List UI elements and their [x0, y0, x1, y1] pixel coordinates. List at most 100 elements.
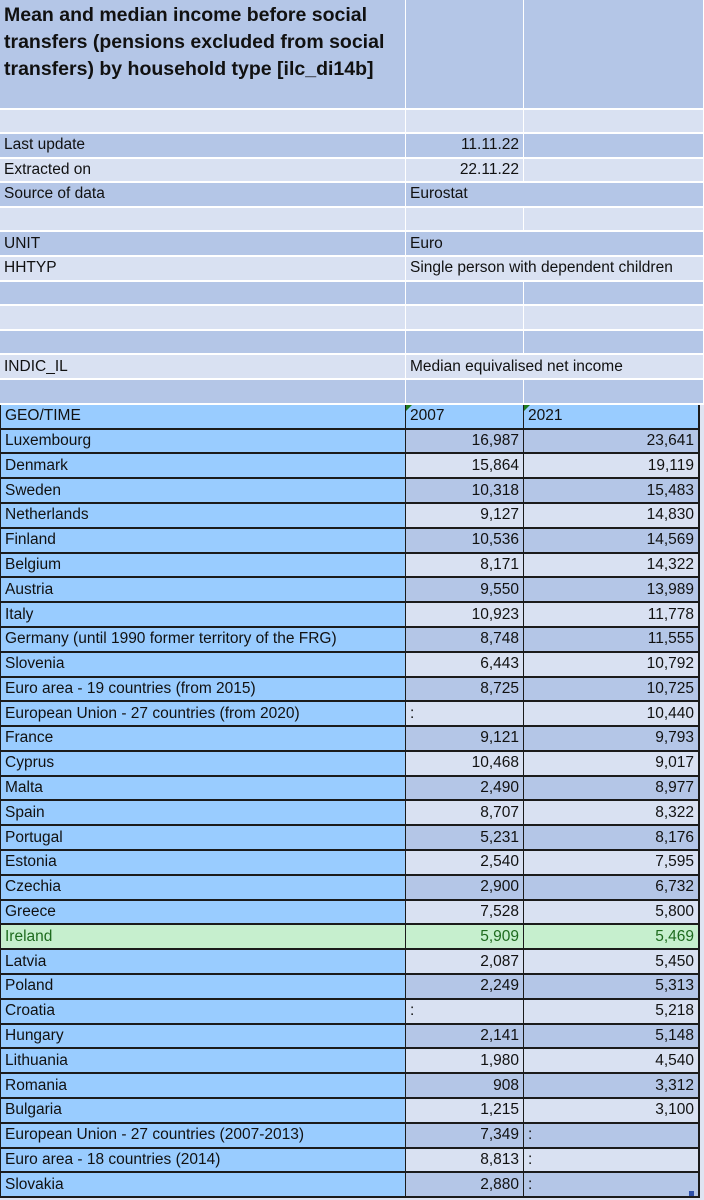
metadata-value[interactable]: Median equivalised net income	[406, 355, 704, 380]
value-2007-cell[interactable]: 2,490	[406, 776, 524, 802]
value-2007-cell[interactable]: :	[406, 702, 524, 728]
geo-cell[interactable]: European Union - 27 countries (from 2020…	[0, 702, 406, 728]
value-2007-cell[interactable]: 15,864	[406, 454, 524, 480]
metadata-label[interactable]: Extracted on	[0, 158, 406, 184]
empty-cell[interactable]	[524, 110, 704, 134]
empty-cell[interactable]	[524, 306, 704, 331]
value-2021-cell[interactable]: 4,540	[524, 1049, 700, 1075]
metadata-value[interactable]	[406, 379, 524, 405]
value-2021-cell[interactable]: 5,800	[524, 900, 700, 926]
metadata-value[interactable]: 11.11.22	[406, 134, 524, 159]
geo-cell[interactable]: Germany (until 1990 former territory of …	[0, 627, 406, 653]
value-2021-cell[interactable]: 8,322	[524, 801, 700, 827]
metadata-value[interactable]	[406, 207, 524, 233]
value-2007-cell[interactable]: 9,121	[406, 727, 524, 752]
metadata-label[interactable]: Last update	[0, 134, 406, 159]
value-2021-cell[interactable]: 8,977	[524, 776, 700, 802]
geo-cell[interactable]: Greece	[0, 900, 406, 926]
value-2007-cell[interactable]: 10,468	[406, 751, 524, 777]
geo-cell[interactable]: Croatia	[0, 999, 406, 1025]
value-2007-cell[interactable]: 5,231	[406, 826, 524, 852]
value-2007-cell[interactable]: 1,980	[406, 1049, 524, 1075]
value-2007-cell[interactable]: 8,171	[406, 553, 524, 579]
value-2007-cell[interactable]: 9,127	[406, 503, 524, 529]
value-2021-cell[interactable]: :	[524, 1148, 700, 1174]
geo-cell[interactable]: Cyprus	[0, 751, 406, 777]
value-2007-cell[interactable]: 2,141	[406, 1024, 524, 1050]
geo-cell[interactable]: France	[0, 727, 406, 752]
empty-cell[interactable]	[524, 158, 704, 184]
column-header-geo[interactable]: GEO/TIME	[0, 404, 406, 430]
geo-cell[interactable]: Slovenia	[0, 652, 406, 678]
empty-cell[interactable]	[406, 0, 524, 110]
value-2021-cell[interactable]: 10,725	[524, 677, 700, 703]
geo-cell[interactable]: Lithuania	[0, 1049, 406, 1075]
value-2021-cell[interactable]: 7,595	[524, 851, 700, 876]
value-2007-cell[interactable]: 8,725	[406, 677, 524, 703]
geo-cell[interactable]: Ireland	[0, 925, 406, 951]
value-2021-cell[interactable]: 5,148	[524, 1024, 700, 1050]
geo-cell[interactable]: Luxembourg	[0, 429, 406, 455]
value-2021-cell[interactable]: 15,483	[524, 479, 700, 504]
geo-cell[interactable]: Slovakia	[0, 1173, 406, 1199]
metadata-label[interactable]	[0, 306, 406, 331]
value-2021-cell[interactable]: 11,778	[524, 603, 700, 628]
empty-cell[interactable]	[524, 0, 704, 110]
value-2007-cell[interactable]: 10,923	[406, 603, 524, 628]
value-2007-cell[interactable]: 6,443	[406, 652, 524, 678]
metadata-label[interactable]	[0, 330, 406, 356]
value-2021-cell[interactable]: 3,100	[524, 1099, 700, 1124]
geo-cell[interactable]: Romania	[0, 1074, 406, 1100]
value-2021-cell[interactable]: 8,176	[524, 826, 700, 852]
value-2007-cell[interactable]: 1,215	[406, 1099, 524, 1124]
metadata-value[interactable]	[406, 306, 524, 331]
value-2021-cell[interactable]: 10,440	[524, 702, 700, 728]
value-2007-cell[interactable]: 2,900	[406, 875, 524, 901]
geo-cell[interactable]: Sweden	[0, 479, 406, 504]
metadata-label[interactable]: Source of data	[0, 183, 406, 208]
resize-handle-icon[interactable]	[689, 1191, 694, 1197]
value-2021-cell[interactable]: 5,313	[524, 975, 700, 1000]
value-2021-cell[interactable]: 3,312	[524, 1074, 700, 1100]
empty-cell[interactable]	[524, 379, 704, 405]
metadata-label[interactable]	[0, 207, 406, 233]
geo-cell[interactable]: Poland	[0, 975, 406, 1000]
value-2007-cell[interactable]: 8,813	[406, 1148, 524, 1174]
value-2007-cell[interactable]: 2,087	[406, 950, 524, 976]
value-2007-cell[interactable]: 908	[406, 1074, 524, 1100]
value-2007-cell[interactable]: 2,249	[406, 975, 524, 1000]
value-2007-cell[interactable]: 8,748	[406, 627, 524, 653]
empty-cell[interactable]	[406, 110, 524, 134]
value-2021-cell[interactable]: 14,569	[524, 528, 700, 554]
value-2021-cell[interactable]: 10,792	[524, 652, 700, 678]
value-2021-cell[interactable]: :	[524, 1173, 700, 1199]
value-2007-cell[interactable]: 16,987	[406, 429, 524, 455]
geo-cell[interactable]: Spain	[0, 801, 406, 827]
metadata-value[interactable]: Euro	[406, 232, 704, 257]
geo-cell[interactable]: Latvia	[0, 950, 406, 976]
value-2021-cell[interactable]: 6,732	[524, 875, 700, 901]
metadata-value[interactable]: 22.11.22	[406, 158, 524, 184]
geo-cell[interactable]: Euro area - 19 countries (from 2015)	[0, 677, 406, 703]
geo-cell[interactable]: European Union - 27 countries (2007-2013…	[0, 1123, 406, 1149]
empty-cell[interactable]	[524, 134, 704, 159]
dataset-title[interactable]: Mean and median income before social tra…	[0, 0, 406, 110]
geo-cell[interactable]: Netherlands	[0, 503, 406, 529]
value-2007-cell[interactable]: 7,528	[406, 900, 524, 926]
empty-cell[interactable]	[0, 110, 406, 134]
value-2021-cell[interactable]: 9,793	[524, 727, 700, 752]
value-2007-cell[interactable]: 10,536	[406, 528, 524, 554]
geo-cell[interactable]: Austria	[0, 578, 406, 604]
value-2021-cell[interactable]: 5,469	[524, 925, 700, 951]
geo-cell[interactable]: Estonia	[0, 851, 406, 876]
value-2021-cell[interactable]: 5,218	[524, 999, 700, 1025]
metadata-label[interactable]	[0, 379, 406, 405]
value-2007-cell[interactable]: 2,880	[406, 1173, 524, 1199]
geo-cell[interactable]: Hungary	[0, 1024, 406, 1050]
value-2021-cell[interactable]: 23,641	[524, 429, 700, 455]
metadata-label[interactable]: UNIT	[0, 232, 406, 257]
geo-cell[interactable]: Bulgaria	[0, 1099, 406, 1124]
value-2021-cell[interactable]: 9,017	[524, 751, 700, 777]
value-2007-cell[interactable]: 10,318	[406, 479, 524, 504]
value-2007-cell[interactable]: 5,909	[406, 925, 524, 951]
